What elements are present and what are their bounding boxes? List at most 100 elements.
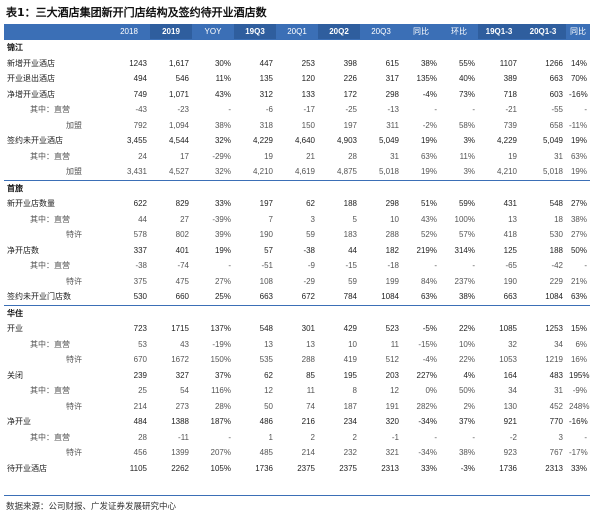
table-row: 签约未开业门店数 530 660 25% 663 672 784 1084 63% 38% 663 1… [4, 289, 590, 305]
table-cell: 108 [259, 276, 273, 286]
table-cell: 5,018 [378, 167, 399, 177]
table-cell: 484 [133, 417, 147, 427]
table-cell: 19% [570, 167, 587, 177]
table-cell: 483 [549, 370, 563, 380]
table-cell: 1084 [545, 292, 563, 302]
table-cell: 1219 [545, 355, 563, 365]
table-cell: 59 [348, 276, 357, 286]
table-cell [276, 179, 318, 196]
table-cell: 31 [554, 151, 563, 161]
table-cell: 248% [569, 401, 590, 411]
table-cell: 749 [133, 89, 147, 99]
table-row: 净开业 484 1388 187% 486 216 234 320 -34% 37% 921 770-… [4, 414, 590, 430]
table-cell: 22% [458, 355, 475, 365]
table-cell: - [434, 105, 437, 115]
table-cell: 603 [549, 89, 563, 99]
table-cell: 494 [133, 74, 147, 84]
table-cell: 53 [138, 339, 147, 349]
table-cell: 288 [301, 355, 315, 365]
table-cell: 2375 [339, 463, 357, 473]
row-label: 特许 [66, 401, 82, 411]
table-cell: 19% [420, 167, 437, 177]
table-cell: -1 [391, 432, 399, 442]
table-cell: 10% [458, 339, 475, 349]
section-row: 华住 [4, 304, 590, 321]
table-cell: 298 [385, 199, 399, 209]
table-cell: - [228, 432, 231, 442]
table-cell: 739 [503, 120, 517, 130]
table-cell: 301 [301, 324, 315, 334]
table-cell: 1388 [171, 417, 189, 427]
table-cell: 5,018 [542, 167, 563, 177]
table-cell: 2313 [381, 463, 399, 473]
table-cell: -21 [505, 105, 517, 115]
table-cell: 318 [259, 120, 273, 130]
table-cell: 25 [138, 386, 147, 396]
table-cell: 31 [390, 151, 399, 161]
table-cell: 232 [343, 448, 357, 458]
table-cell: 670 [133, 355, 147, 365]
table-cell: 38% [420, 58, 437, 68]
table-cell: 1399 [171, 448, 189, 458]
table-cell: 6% [575, 339, 587, 349]
table-cell: -4% [422, 89, 437, 99]
table-cell: -3% [460, 463, 475, 473]
table-cell: 237% [454, 276, 475, 286]
table-cell: 0% [425, 386, 437, 396]
table-cell: 3% [463, 136, 475, 146]
row-label: 特许 [66, 355, 82, 365]
row-label: 开业 [7, 324, 23, 334]
table-cell: 37% [214, 370, 231, 380]
table-cell: 172 [343, 89, 357, 99]
table-cell: 39% [214, 230, 231, 240]
table-cell [440, 179, 478, 196]
table-cell: -9 [307, 261, 315, 271]
table-cell: 1672 [171, 355, 189, 365]
table-cell: 485 [259, 448, 273, 458]
table-cell: 530 [133, 292, 147, 302]
table-cell [478, 39, 520, 56]
table-cell: 57% [458, 230, 475, 240]
table-cell: 288 [385, 230, 399, 240]
table-cell: 216 [301, 417, 315, 427]
table-cell: 182 [385, 245, 399, 255]
table-cell: 130 [503, 401, 517, 411]
table-cell: -16% [569, 89, 588, 99]
table-cell: 164 [503, 370, 517, 380]
table-row: 加盟 3,431 4,527 32% 4,210 4,619 4,875 5,018 19% 3%… [4, 164, 590, 180]
table-cell: - [472, 432, 475, 442]
table-cell: 11 [390, 339, 399, 349]
table-cell: 1053 [499, 355, 517, 365]
row-label: 加盟 [66, 167, 82, 177]
table-cell: 1253 [545, 324, 563, 334]
table-cell [150, 179, 192, 196]
table-cell: 84% [420, 276, 437, 286]
table-cell: 226 [343, 74, 357, 84]
table-row: 其中：直营 28 -11-1 2 2 -1- - -2 3- [4, 430, 590, 446]
table-cell: 1105 [129, 463, 147, 473]
table-cell: 1,071 [168, 89, 189, 99]
table-cell: 195 [343, 370, 357, 380]
table-cell: 239 [133, 370, 147, 380]
table-row: 特许 670 1672 150% 535 288 419 512 -4% 22% 1053 1219 1… [4, 352, 590, 368]
section-label: 华住 [4, 304, 108, 321]
table-cell: 718 [503, 89, 517, 99]
table-cell: 431 [503, 199, 517, 209]
row-label: 特许 [66, 230, 82, 240]
table-row: 特许 456 1399 207% 485 214 232 321 -34% 38% 923 767 -1… [4, 445, 590, 461]
table-cell: 43% [420, 214, 437, 224]
table-row: 特许 214 273 28% 50 74 187 191 282% 2% 130 452 248% [4, 399, 590, 415]
table-cell: -39% [212, 214, 231, 224]
table-cell [234, 179, 276, 196]
table-cell: 456 [133, 448, 147, 458]
table-cell: 16% [570, 355, 587, 365]
table-cell: 1715 [171, 324, 189, 334]
table-cell [440, 304, 478, 321]
column-header: 20Q1 [276, 24, 318, 40]
table-cell: 923 [503, 448, 517, 458]
table-cell: 31 [554, 386, 563, 396]
table-cell: 512 [385, 355, 399, 365]
table-row: 特许 375 475 27% 108 -29 59 199 84% 237% 190 229 21% [4, 274, 590, 290]
table-cell: 320 [385, 417, 399, 427]
table-cell [318, 304, 360, 321]
